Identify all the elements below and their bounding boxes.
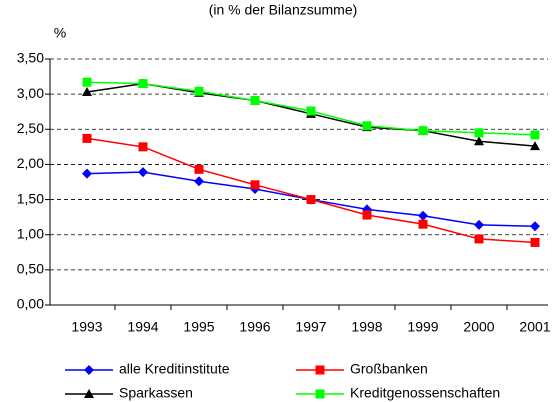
y-tick-label: 2,50 (17, 120, 44, 136)
marker (530, 237, 540, 247)
marker (194, 176, 204, 187)
legend-label: Großbanken (350, 361, 428, 377)
chart-title: (in % der Bilanzsumme) (209, 2, 358, 18)
legend-label: alle Kreditinstitute (119, 361, 230, 377)
series-line (86, 137, 536, 244)
marker (82, 133, 92, 143)
marker (194, 86, 204, 96)
marker (418, 126, 428, 136)
marker (315, 365, 325, 375)
y-tick-label: 2,00 (17, 155, 44, 171)
y-tick-label: 3,50 (17, 50, 44, 66)
marker (82, 77, 92, 87)
marker (418, 210, 428, 221)
y-axis-label: % (54, 25, 66, 41)
legend-label: Sparkassen (119, 385, 193, 401)
x-tick-label: 1999 (407, 319, 438, 335)
marker (138, 167, 148, 178)
marker (84, 365, 94, 375)
marker (474, 136, 484, 146)
y-tick-label: 0,00 (17, 296, 44, 312)
y-tick-label: 1,50 (17, 190, 44, 206)
marker (530, 221, 540, 232)
marker (82, 168, 92, 179)
x-tick-label: 1994 (127, 319, 158, 335)
x-tick-label: 1995 (183, 319, 214, 335)
marker (306, 195, 316, 205)
marker (474, 128, 484, 138)
x-tick-label: 2000 (463, 319, 494, 335)
legend-label: Kreditgenossenschaften (350, 385, 500, 401)
marker (315, 389, 325, 399)
marker (530, 130, 540, 140)
marker (362, 121, 372, 131)
marker (194, 164, 204, 174)
marker (474, 234, 484, 244)
marker (418, 219, 428, 229)
x-tick-label: 1997 (295, 319, 326, 335)
y-tick-label: 3,00 (17, 85, 44, 101)
y-tick-label: 1,00 (17, 225, 44, 241)
marker (138, 142, 148, 152)
x-tick-label: 1998 (351, 319, 382, 335)
marker (82, 87, 92, 97)
x-tick-label: 1996 (239, 319, 270, 335)
marker (362, 210, 372, 220)
y-tick-label: 0,50 (17, 261, 44, 277)
x-tick-label: 2001 (519, 319, 550, 335)
marker (474, 219, 484, 230)
marker (306, 106, 316, 116)
marker (84, 389, 94, 398)
marker (250, 95, 260, 105)
marker (530, 141, 540, 151)
x-tick-label: 1993 (71, 319, 102, 335)
marker (250, 180, 260, 190)
marker (138, 79, 148, 89)
